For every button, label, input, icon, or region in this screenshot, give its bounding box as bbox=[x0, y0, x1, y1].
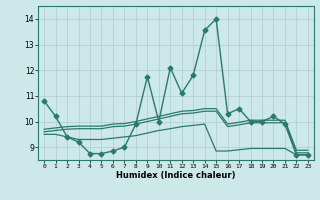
X-axis label: Humidex (Indice chaleur): Humidex (Indice chaleur) bbox=[116, 171, 236, 180]
